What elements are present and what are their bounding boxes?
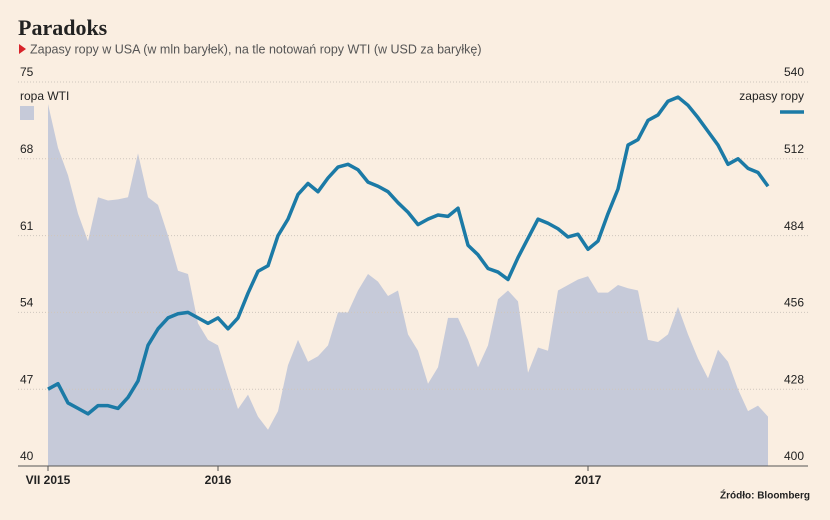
y2-tick-label: 400	[784, 449, 804, 463]
y2-tick-label: 540	[784, 65, 804, 79]
x-tick-label: VII 2015	[26, 473, 71, 487]
legend-label: zapasy ropy	[739, 89, 804, 103]
line	[47, 95, 770, 416]
y2-tick-label: 484	[784, 219, 804, 233]
y-tick-label: 61	[20, 219, 34, 233]
y2-tick-label: 512	[784, 142, 804, 156]
y-tick-label: 75	[20, 65, 34, 79]
y-tick-label: 54	[20, 296, 34, 310]
y-tick-label: 47	[20, 372, 34, 386]
legend-label: ropa WTI	[20, 89, 69, 103]
x-tick-label: 2016	[205, 473, 232, 487]
y-tick-label: 68	[20, 142, 34, 156]
legend-swatch	[20, 106, 34, 120]
chart-subtitle: Zapasy ropy w USA (w mln baryłek), na tl…	[30, 42, 482, 56]
source: Źródło: Bloomberg	[720, 489, 810, 502]
y-tick-label: 40	[20, 449, 34, 463]
x-tick-label: 2017	[575, 473, 602, 487]
y2-tick-label: 428	[784, 372, 804, 386]
subtitle-marker	[19, 44, 26, 54]
y2-tick-label: 456	[784, 296, 804, 310]
chart-title: Paradoks	[18, 15, 108, 40]
area	[48, 103, 768, 466]
